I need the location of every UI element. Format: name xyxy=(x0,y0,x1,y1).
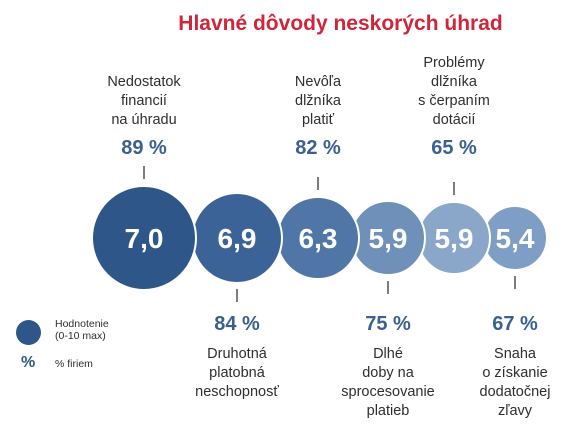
bubble-rating-2: 6,9 xyxy=(218,223,257,254)
bubble-label-4-line-1: Dlhé xyxy=(373,346,403,362)
bubble-label-4-line-3: sprocesovanie xyxy=(341,384,435,400)
bubble-label-4: Dlhé doby na sprocesovanie platieb xyxy=(323,345,453,421)
bubble-label-6-line-1: Snaha xyxy=(494,346,536,362)
connector-tick-6 xyxy=(514,276,516,289)
bubble-label-5-line-1: Problémy xyxy=(423,55,485,71)
bubble-percent-5: 65 % xyxy=(431,137,477,159)
bubble-label-3-line-3: platiť xyxy=(301,112,335,128)
bubble-label-5-line-2: dlžníka xyxy=(431,74,477,90)
connector-tick-3 xyxy=(317,177,319,190)
bubble-percent-4: 75 % xyxy=(365,313,411,335)
connector-tick-5 xyxy=(453,182,455,195)
bubble-rating-3: 6,3 xyxy=(299,223,338,254)
legend-rating-label-line2: (0-10 max) xyxy=(55,330,106,342)
bubble-label-2-line-1: Druhotná xyxy=(207,346,267,362)
bubble-label-1: Nedostatok financií na úhradu xyxy=(79,73,209,130)
bubble-label-6-line-2: o získanie xyxy=(482,365,548,381)
bubble-rating-1: 7,0 xyxy=(125,223,164,254)
bubble-label-2-line-3: neschopnosť xyxy=(195,384,279,400)
legend-percent-label: % firiem xyxy=(55,358,93,370)
bubble-label-3-line-1: Nevôľa xyxy=(294,74,342,90)
legend-rating-swatch xyxy=(16,320,41,345)
legend-percent-symbol: % xyxy=(21,354,36,371)
bubble-label-3-line-2: dlžníka xyxy=(295,93,341,109)
bubble-label-1-line-2: financií xyxy=(121,93,167,109)
bubble-1 xyxy=(91,185,197,291)
connector-tick-1 xyxy=(143,166,145,179)
legend: Hodnotenie (0-10 max) % % firiem xyxy=(16,318,146,378)
bubble-label-4-line-2: doby na xyxy=(362,365,414,381)
bubble-rating-6: 5,4 xyxy=(496,223,535,254)
bubble-percent-2: 84 % xyxy=(214,313,260,335)
bubble-rating-4: 5,9 xyxy=(369,223,408,254)
bubble-percent-1: 89 % xyxy=(121,137,167,159)
chart-title: Hlavné dôvody neskorých úhrad xyxy=(178,12,503,35)
bubble-label-6-line-3: dodatočnej xyxy=(479,384,551,400)
bubble-percent-6: 67 % xyxy=(492,313,538,335)
bubble-label-2: Druhotná platobná neschopnosť xyxy=(172,345,302,402)
bubble-label-6: Snaha o získanie dodatočnej zľavy xyxy=(450,345,571,421)
legend-rating-label-line1: Hodnotenie xyxy=(55,318,109,330)
bubble-label-5-line-3: s čerpaním xyxy=(418,93,490,109)
bubble-label-5-line-4: dotácií xyxy=(432,112,476,128)
connector-tick-2 xyxy=(236,289,238,302)
bubble-label-6-line-4: zľavy xyxy=(497,403,533,419)
bubble-label-5: Problémy dlžníka s čerpaním dotácií xyxy=(389,54,519,130)
bubble-label-1-line-1: Nedostatok xyxy=(107,74,181,90)
bubble-rating-5: 5,9 xyxy=(435,223,474,254)
connector-tick-4 xyxy=(387,281,389,294)
bubble-label-1-line-3: na úhradu xyxy=(111,112,177,128)
bubble-label-2-line-2: platobná xyxy=(209,365,265,381)
bubble-label-4-line-4: platieb xyxy=(366,403,410,419)
bubble-label-3: Nevôľa dlžníka platiť xyxy=(253,73,383,130)
bubble-percent-3: 82 % xyxy=(295,137,341,159)
